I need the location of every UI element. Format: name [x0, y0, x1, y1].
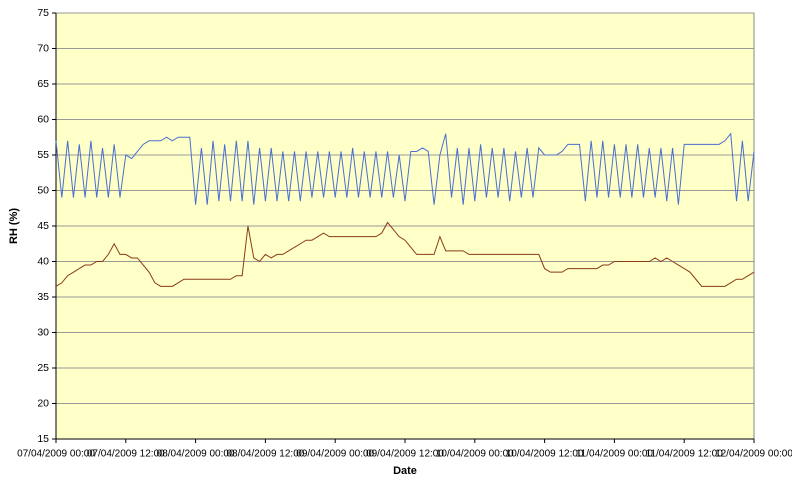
x-tick-label: 07/04/2009 00:00 — [17, 449, 95, 460]
y-tick-label: 50 — [37, 184, 49, 196]
x-tick-label: 12/04/2009 00:00 — [715, 449, 792, 460]
y-tick-label: 40 — [37, 255, 49, 267]
x-tick-label: 10/04/2009 00:00 — [436, 449, 514, 460]
y-tick-label: 25 — [37, 362, 49, 374]
x-tick-label: 07/04/2009 12:00 — [87, 449, 165, 460]
y-tick-label: 65 — [37, 78, 49, 90]
x-axis-title: Date — [393, 465, 417, 477]
x-tick-label: 11/04/2009 00:00 — [576, 449, 654, 460]
x-tick-label: 09/04/2009 12:00 — [366, 449, 444, 460]
y-tick-label: 45 — [37, 220, 49, 232]
y-tick-label: 30 — [37, 326, 49, 338]
data-line — [55, 132, 755, 205]
y-tick-label: 15 — [37, 433, 49, 445]
y-tick-label: 55 — [37, 149, 49, 161]
x-tick-label: 08/04/2009 00:00 — [157, 449, 235, 460]
x-tick-label: 08/04/2009 12:00 — [226, 449, 304, 460]
x-tick-label: 11/04/2009 12:00 — [646, 449, 724, 460]
x-tick-label: 09/04/2009 00:00 — [296, 449, 374, 460]
y-axis-title: RH (%) — [8, 208, 20, 244]
y-tick-label: 35 — [37, 291, 49, 303]
y-tick-label: 20 — [37, 397, 49, 409]
x-tick-label: 10/04/2009 12:00 — [506, 449, 584, 460]
y-tick-label: 70 — [37, 42, 49, 54]
y-tick-label: 75 — [37, 7, 49, 19]
y-tick-label: 60 — [37, 113, 49, 125]
data-line — [55, 221, 755, 287]
